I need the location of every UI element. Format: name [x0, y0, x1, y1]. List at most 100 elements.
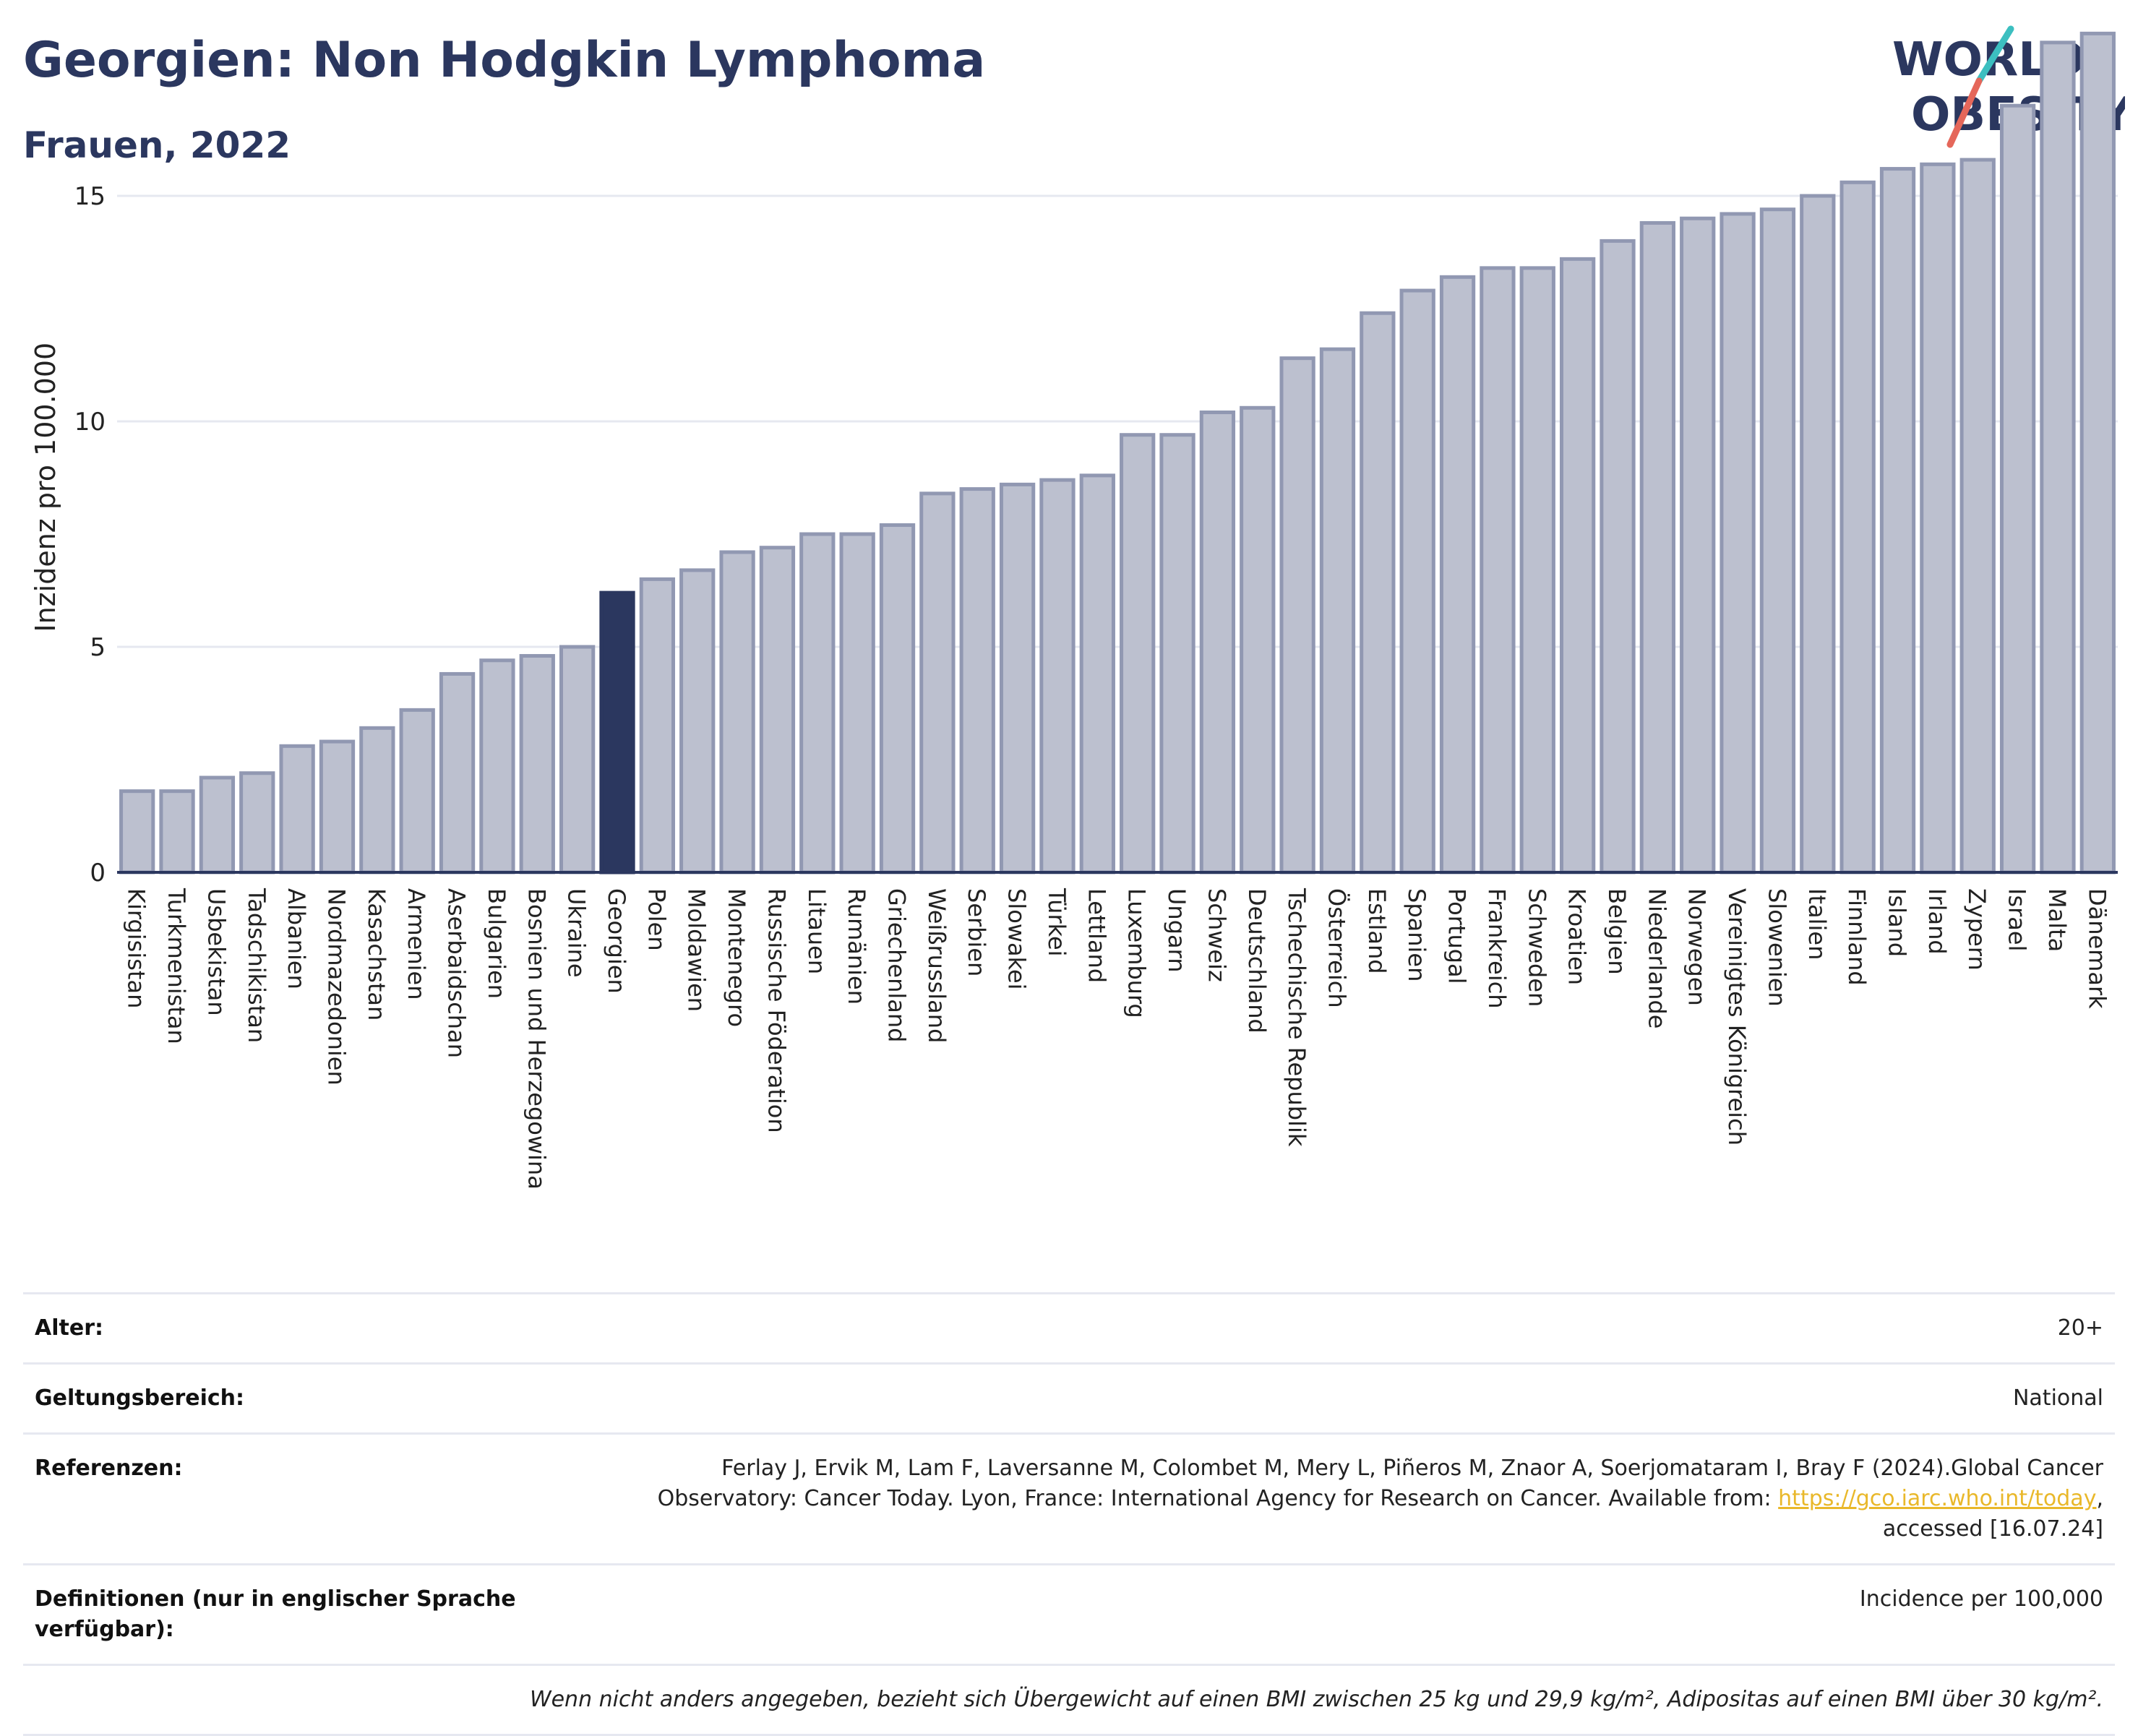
definitions-label-1: Definitionen (nur in englischer Sprache [35, 1586, 516, 1612]
references-label: Referenzen: [23, 1432, 552, 1565]
info-row-references: Referenzen: Ferlay J, Ervik M, Lam F, La… [23, 1432, 2115, 1565]
x-tick-label: Türkei [1043, 888, 1070, 957]
bar-luxemburg [1120, 433, 1156, 875]
bar-dänemark [2079, 31, 2116, 875]
bar-estland [1360, 311, 1396, 875]
x-tick-label: Vereinigtes Königreich [1723, 888, 1751, 1146]
x-tick-label: Niederlande [1643, 888, 1670, 1028]
x-tick-label: Moldawien [683, 888, 710, 1012]
bar-spanien [1399, 288, 1435, 875]
references-text-4: accessed [16.07.24] [1882, 1516, 2103, 1542]
logo-stroke-teal [1975, 25, 2014, 85]
x-tick-label: Estland [1363, 888, 1391, 974]
bar-slowenien [1759, 207, 1796, 875]
bar-schweiz [1199, 411, 1236, 875]
bar-zypern [1959, 158, 1996, 875]
bar-schweden [1519, 266, 1555, 875]
x-tick-label: Bosnien und Herzegowina [523, 888, 550, 1190]
y-tick-label: 10 [74, 408, 106, 437]
x-tick-label: Finnland [1843, 888, 1871, 986]
x-tick-label: Frankreich [1483, 888, 1511, 1009]
x-tick-label: Italien [1803, 888, 1831, 960]
bar-norwegen [1680, 216, 1716, 875]
x-tick-label: Kroatien [1563, 888, 1591, 985]
x-tick-label: Belgien [1603, 888, 1631, 975]
x-tick-label: Griechenland [883, 888, 911, 1042]
bar-belgien [1600, 239, 1636, 875]
definitions-label: Definitionen (nur in englischer Sprache … [23, 1563, 552, 1665]
scope-value: National [552, 1362, 2115, 1434]
bar-griechenland [879, 523, 916, 875]
x-tick-label: Nordmazedonien [322, 888, 350, 1086]
x-tick-label: Deutschland [1243, 888, 1271, 1034]
bar-lettland [1079, 473, 1115, 875]
x-tick-label: Schweden [1523, 888, 1550, 1007]
x-tick-label: Turkmenistan [163, 888, 190, 1044]
bar-montenegro [719, 550, 755, 875]
bar-vereinigtes-königreich [1720, 212, 1756, 875]
y-tick-label: 5 [90, 633, 106, 662]
bar-weißrussland [919, 491, 956, 875]
logo-stroke-coral [1946, 77, 1983, 148]
references-link[interactable]: https://gco.iarc.who.int/today [1778, 1486, 2097, 1511]
bar-tschechische-republik [1279, 356, 1315, 875]
references-text-2: Observatory: Cancer Today. Lyon, France:… [657, 1486, 1779, 1511]
references-text-3: , [2096, 1486, 2103, 1511]
age-value: 20+ [552, 1292, 2115, 1364]
bar-rumänien [839, 532, 875, 875]
bar-türkei [1039, 478, 1076, 875]
bar-armenien [399, 708, 435, 875]
bars [119, 31, 2116, 875]
bar-ukraine [559, 645, 596, 875]
x-tick-label: Weißrussland [923, 888, 950, 1043]
x-tick-label: Ungarn [1163, 888, 1190, 973]
bar-albanien [279, 744, 315, 875]
info-row-age: Alter: 20+ [23, 1292, 2115, 1364]
x-tick-label: Österreich [1323, 888, 1350, 1008]
x-tick-label: Norwegen [1683, 888, 1711, 1006]
scope-label: Geltungsbereich: [23, 1362, 552, 1434]
x-tick-label: Georgien [603, 888, 630, 994]
x-tick-label: Slowakei [1003, 888, 1031, 990]
x-tick-label: Malta [2043, 888, 2071, 952]
x-tick-label: Zypern [1963, 888, 1991, 971]
bar-ungarn [1159, 433, 1195, 875]
x-tick-labels: Kirgisistan Turkmenistan Usbekistan Tadschi… [123, 888, 2111, 1190]
x-tick-label: Rumänien [843, 888, 870, 1005]
x-tick-label: Lettland [1083, 888, 1110, 983]
bar-bosnien-und-herzegowina [519, 653, 555, 875]
x-tick-label: Israel [2004, 888, 2031, 951]
bar-moldawien [679, 568, 716, 875]
definitions-label-2: verfügbar): [35, 1617, 174, 1642]
page-subtitle: Frauen, 2022 [23, 124, 291, 166]
bar-usbekistan [199, 775, 236, 875]
bar-portugal [1439, 275, 1476, 875]
bar-österreich [1319, 347, 1356, 875]
x-tick-label: Usbekistan [202, 888, 230, 1016]
bar-russische-föderation [759, 546, 796, 875]
bar-tadschikistan [239, 771, 275, 875]
bar-kroatien [1559, 257, 1596, 875]
bar-italien [1800, 194, 1836, 875]
x-tick-label: Schweiz [1203, 888, 1230, 982]
x-tick-label: Irland [1923, 888, 1951, 955]
age-label: Alter: [23, 1292, 552, 1364]
y-tick-label: 15 [74, 182, 106, 211]
x-tick-label: Tadschikistan [243, 888, 270, 1043]
bar-frankreich [1480, 266, 1516, 875]
bar-aserbaidschan [439, 671, 476, 875]
references-value: Ferlay J, Ervik M, Lam F, Laversanne M, … [552, 1432, 2115, 1565]
x-tick-label: Serbien [963, 888, 990, 976]
x-tick-label: Albanien [283, 888, 310, 989]
bar-georgien [599, 590, 635, 875]
definitions-value: Incidence per 100,000 [552, 1563, 2115, 1665]
x-tick-label: Portugal [1443, 888, 1471, 984]
x-tick-label: Dänemark [2083, 888, 2111, 1009]
info-table: Alter: 20+ Geltungsbereich: National Ref… [23, 1292, 2115, 1736]
bar-irland [1920, 162, 1956, 875]
x-tick-label: Kirgisistan [123, 888, 150, 1008]
bar-island [1879, 167, 1916, 875]
x-tick-label: Tschechische Republik [1283, 888, 1310, 1147]
y-tick-label: 0 [90, 859, 106, 888]
bar-finnland [1839, 180, 1876, 875]
